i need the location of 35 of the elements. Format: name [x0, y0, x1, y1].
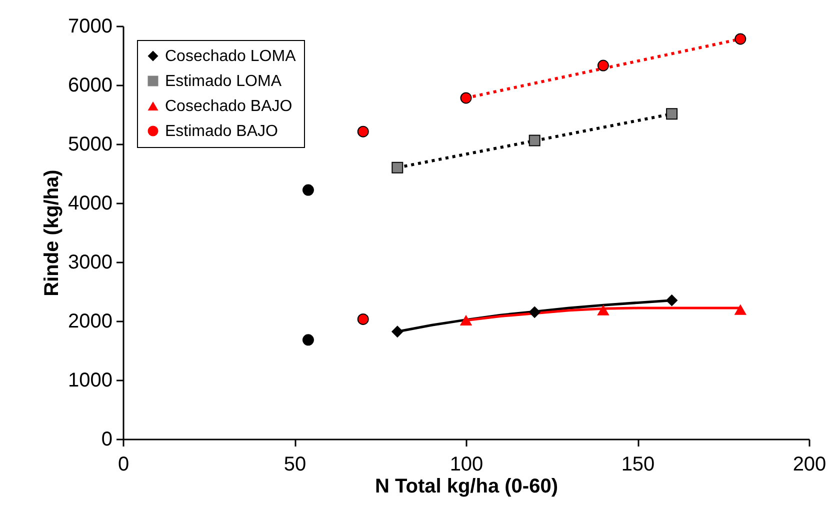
- y-tick-label: 3000: [68, 252, 112, 274]
- point: [357, 126, 369, 138]
- point: [392, 326, 404, 338]
- point: [666, 294, 678, 306]
- y-tick-label: 7000: [68, 16, 112, 38]
- y-axis-title: Rinde (kg/ha): [41, 170, 64, 296]
- y-tick-label: 5000: [68, 134, 112, 156]
- point: [302, 334, 314, 346]
- point: [460, 92, 472, 104]
- x-tick-label: 50: [284, 454, 306, 476]
- x-tick-label: 200: [792, 454, 826, 476]
- legend-label: Cosechado BAJO: [165, 98, 292, 115]
- point: [597, 60, 609, 72]
- point: [392, 162, 404, 174]
- x-tick-label: 150: [621, 454, 655, 476]
- x-tick-label: 0: [118, 454, 130, 476]
- legend-label: Estimado BAJO: [165, 123, 278, 140]
- point: [528, 306, 540, 318]
- point: [666, 108, 678, 120]
- x-axis-title: N Total kg/ha (0-60): [375, 476, 558, 498]
- point: [528, 134, 540, 146]
- point: [734, 33, 746, 45]
- point: [357, 313, 369, 325]
- point: [734, 304, 746, 315]
- x-tick-label: 100: [450, 454, 484, 476]
- legend-label: Cosechado LOMA: [165, 48, 296, 65]
- y-tick-label: 0: [101, 428, 112, 450]
- point: [597, 305, 609, 316]
- y-tick-label: 1000: [68, 370, 112, 392]
- point: [302, 184, 314, 196]
- y-tick-label: 4000: [68, 192, 112, 214]
- y-tick-label: 2000: [68, 310, 112, 332]
- legend-label: Estimado LOMA: [165, 73, 282, 90]
- y-tick-label: 6000: [68, 74, 112, 96]
- point: [460, 315, 472, 326]
